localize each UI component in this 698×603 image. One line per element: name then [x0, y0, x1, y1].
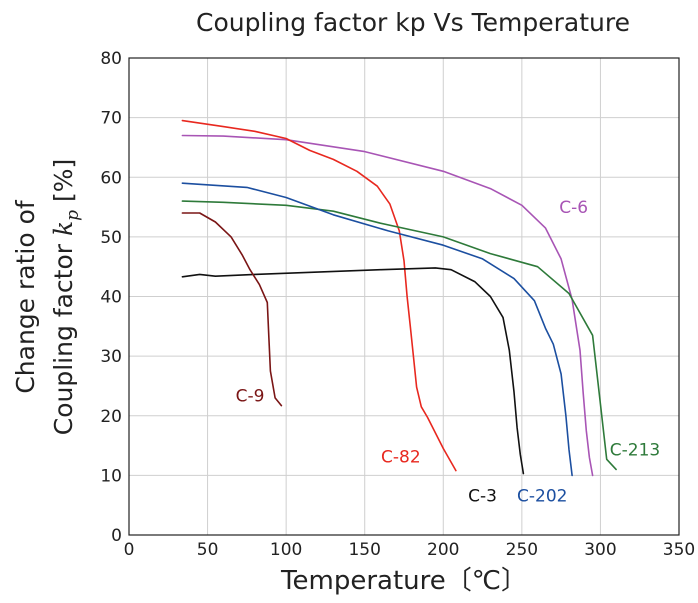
x-tick-label: 300 [584, 540, 616, 560]
x-tick-label: 200 [427, 540, 459, 560]
x-tick-label: 0 [124, 540, 135, 560]
series-line-c-202 [181, 182, 573, 477]
series-label-c-6: C-6 [559, 198, 588, 218]
y-axis-label-line2-suffix: [%] [49, 159, 78, 210]
y-tick-label: 40 [100, 288, 122, 308]
y-tick-label: 80 [100, 49, 122, 69]
series-label-c-202: C-202 [517, 487, 567, 507]
series-lines [181, 119, 617, 477]
chart-title: Coupling factor kp Vs Temperature [196, 8, 630, 37]
x-tick-label: 100 [270, 540, 302, 560]
series-labels: C-6 C-82 C-213 C-202 C-3 C-9 [236, 198, 661, 507]
y-axis-label-line1: Change ratio of [11, 199, 40, 394]
y-axis-label-line2-prefix: Coupling factor [49, 236, 78, 435]
x-tick-label: 350 [663, 540, 695, 560]
y-axis-label-symbol: k [49, 221, 78, 236]
x-tick-label: 150 [348, 540, 380, 560]
series-label-c-213: C-213 [610, 441, 660, 461]
series-line-c-3 [181, 267, 525, 475]
y-tick-label: 10 [100, 466, 122, 486]
plot-area-frame [128, 57, 680, 536]
x-axis-label: Temperature〔℃〕 [280, 566, 527, 596]
y-axis-label-line2: Coupling factor kp [%] [49, 159, 83, 435]
series-line-c-213 [181, 200, 617, 471]
y-tick-label: 30 [100, 347, 122, 367]
y-tick-label: 0 [111, 526, 122, 546]
x-tick-label: 50 [197, 540, 219, 560]
axis-ticks: 0 50 100 150 200 250 300 350 0 10 20 30 40 50 60 70 80 [100, 49, 695, 560]
series-label-c-9: C-9 [236, 386, 265, 406]
series-label-c-3: C-3 [468, 487, 497, 507]
y-tick-label: 60 [100, 168, 122, 188]
series-line-c-6 [181, 134, 594, 477]
series-line-c-82 [181, 119, 457, 472]
x-tick-label: 250 [506, 540, 538, 560]
y-axis-label-subscript: p [63, 210, 83, 221]
y-tick-label: 20 [100, 407, 122, 427]
series-line-c-9 [181, 212, 283, 407]
y-tick-label: 70 [100, 109, 122, 129]
y-axis-label: Change ratio of Coupling factor kp [%] [11, 159, 83, 435]
y-tick-label: 50 [100, 228, 122, 248]
series-label-c-82: C-82 [381, 447, 421, 467]
